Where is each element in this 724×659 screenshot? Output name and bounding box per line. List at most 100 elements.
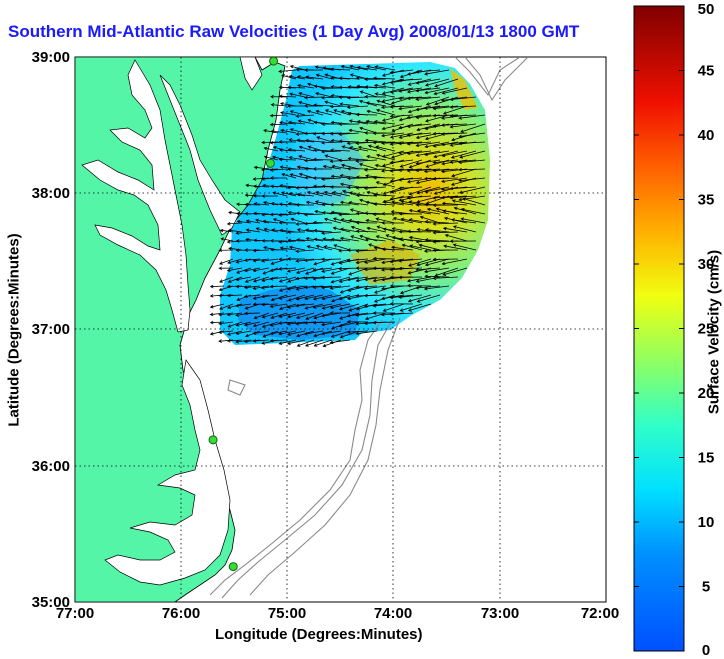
velocity-arrow — [218, 321, 234, 326]
velocity-arrow — [209, 303, 225, 309]
velocity-arrow — [391, 245, 414, 251]
velocity-arrow — [313, 103, 333, 107]
x-tick-label: 75:00 — [268, 605, 306, 622]
velocity-arrow — [346, 276, 369, 282]
velocity-arrow — [296, 192, 315, 197]
velocity-arrow — [442, 105, 468, 115]
velocity-arrow — [458, 186, 486, 194]
velocity-arrow — [381, 221, 405, 225]
velocity-arrow — [372, 320, 396, 325]
velocity-arrow — [366, 109, 387, 116]
velocity-arrow — [389, 105, 414, 109]
velocity-arrow — [451, 199, 477, 206]
velocity-arrow — [398, 275, 423, 280]
velocity-arrow — [406, 132, 432, 137]
velocity-arrow — [363, 303, 387, 308]
velocity-arrow — [451, 132, 477, 142]
velocity-arrow — [220, 237, 234, 242]
velocity-arrow — [338, 139, 360, 144]
velocity-arrow — [312, 220, 333, 225]
velocity-arrow — [339, 102, 360, 107]
velocity-arrow — [381, 294, 405, 301]
velocity-arrow — [324, 154, 342, 161]
velocity-arrow — [263, 129, 279, 134]
velocity-arrow — [235, 239, 252, 243]
velocity-arrow — [209, 330, 225, 336]
velocity-arrow — [329, 185, 350, 189]
velocity-arrow — [306, 190, 324, 197]
velocity-arrow — [330, 148, 351, 152]
velocity-arrow — [261, 312, 279, 319]
velocity-arrow — [296, 312, 315, 319]
colorbar-tick-label: 5 — [702, 579, 710, 596]
velocity-arrow — [424, 114, 450, 123]
velocity-arrow — [253, 165, 270, 170]
velocity-arrow — [324, 100, 342, 107]
velocity-arrow — [452, 225, 477, 233]
velocity-arrow — [298, 155, 315, 161]
velocity-arrow — [298, 92, 315, 98]
velocity-arrow — [236, 219, 252, 224]
velocity-arrow — [398, 258, 423, 263]
velocity-arrow — [375, 145, 396, 152]
velocity-arrow — [321, 294, 342, 301]
velocity-arrow — [260, 294, 279, 299]
velocity-arrow — [338, 294, 360, 301]
velocity-arrow — [432, 113, 459, 118]
velocity-arrow — [381, 258, 405, 265]
velocity-arrow — [235, 258, 252, 264]
colorbar — [633, 5, 685, 652]
velocity-arrow — [279, 165, 297, 170]
velocity-arrow — [359, 90, 378, 98]
velocity-arrow — [295, 211, 315, 216]
velocity-arrow — [424, 69, 450, 76]
velocity-arrow — [346, 330, 369, 334]
x-tick-label: 77:00 — [56, 605, 94, 622]
velocity-arrow — [372, 131, 396, 136]
velocity-arrow — [440, 132, 468, 136]
velocity-arrow — [321, 177, 342, 181]
velocity-arrow — [389, 312, 414, 317]
velocity-arrow — [244, 248, 261, 252]
velocity-arrow — [286, 167, 306, 171]
velocity-arrow — [321, 95, 342, 100]
velocity-arrow — [355, 249, 378, 253]
velocity-arrow — [355, 303, 378, 311]
velocity-arrow — [363, 168, 387, 172]
velocity-arrow — [330, 67, 351, 72]
velocity-arrow — [287, 312, 306, 319]
velocity-arrow — [348, 146, 369, 152]
velocity-arrow — [398, 87, 423, 93]
velocity-arrow — [329, 303, 351, 310]
velocity-arrow — [295, 294, 315, 301]
velocity-arrow — [321, 149, 342, 154]
velocity-arrow — [315, 109, 333, 116]
velocity-arrow — [298, 172, 315, 179]
velocity-arrow — [270, 103, 288, 107]
velocity-arrow — [244, 202, 261, 207]
velocity-arrow — [389, 87, 414, 94]
velocity-arrow — [432, 159, 459, 165]
y-tick-label: 36:00 — [32, 458, 70, 475]
velocity-arrow — [363, 186, 387, 190]
velocity-arrow — [253, 202, 270, 206]
velocity-arrow — [338, 321, 360, 328]
velocity-arrow — [408, 235, 432, 242]
velocity-arrow — [382, 303, 405, 312]
map-title: Southern Mid-Atlantic Raw Velocities (1 … — [8, 22, 580, 41]
velocity-arrow — [296, 267, 315, 274]
velocity-arrow — [415, 78, 441, 85]
velocity-arrow — [356, 65, 378, 71]
velocity-arrow — [415, 141, 441, 148]
velocity-arrow — [415, 239, 441, 244]
velocity-arrow — [449, 114, 477, 118]
velocity-arrow — [434, 78, 459, 88]
velocity-arrow — [278, 294, 297, 300]
velocity-arrow — [269, 276, 288, 281]
velocity-arrow — [424, 87, 450, 95]
velocity-arrow — [315, 92, 333, 98]
velocity-arrow — [391, 200, 414, 206]
velocity-arrow — [279, 111, 297, 116]
velocity-arrow — [227, 258, 243, 264]
velocity-arrow — [278, 330, 297, 336]
